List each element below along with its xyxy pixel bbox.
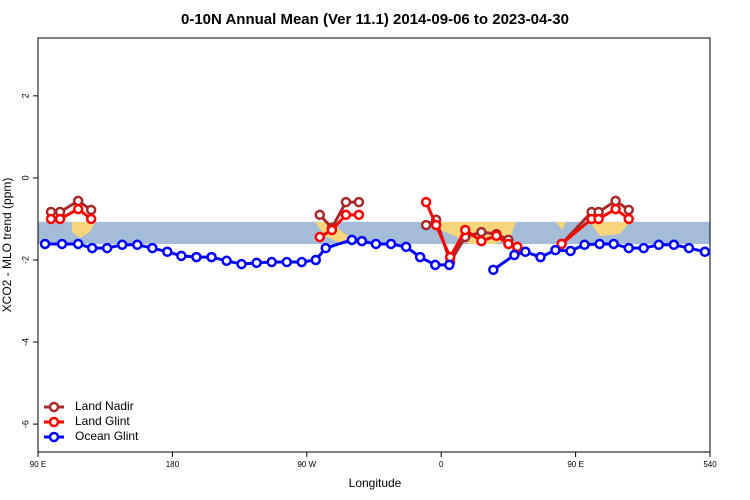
- data-point: [296, 256, 307, 268]
- data-point: [420, 196, 432, 208]
- legend-label: Land Glint: [75, 414, 130, 428]
- data-point: [353, 196, 365, 208]
- data-point: [638, 242, 649, 254]
- data-point: [608, 238, 619, 250]
- data-point: [420, 219, 432, 231]
- data-point: [176, 250, 187, 262]
- data-point: [509, 249, 520, 261]
- data-point: [116, 239, 128, 251]
- data-point: [326, 224, 338, 236]
- data-point: [39, 238, 51, 250]
- y-tick-label: 0: [20, 175, 30, 180]
- plot-frame: [37, 37, 711, 453]
- data-point: [556, 238, 567, 250]
- data-point: [340, 209, 352, 221]
- band: [38, 221, 710, 244]
- data-point: [668, 239, 680, 251]
- y-axis-label: XCO2 - MLO trend (ppm): [0, 178, 14, 313]
- data-point: [236, 258, 247, 270]
- data-point: [162, 246, 173, 258]
- data-point: [400, 241, 412, 253]
- data-point: [346, 234, 358, 246]
- data-point: [310, 254, 322, 266]
- data-point: [429, 259, 441, 271]
- data-point: [56, 238, 68, 250]
- data-point: [85, 213, 97, 225]
- x-tick-label: 540: [703, 460, 717, 469]
- data-point: [221, 255, 232, 267]
- land-shape: [590, 222, 630, 236]
- data-point: [653, 239, 665, 251]
- data-point: [85, 204, 97, 216]
- data-point: [488, 264, 499, 276]
- land-shape: [556, 222, 566, 230]
- data-point: [610, 195, 621, 207]
- x-tick-label: 180: [166, 460, 180, 469]
- x-tick-label: 90 W: [297, 460, 316, 469]
- data-point: [86, 242, 98, 254]
- data-point: [414, 251, 426, 263]
- data-point: [610, 203, 621, 215]
- data-point: [320, 242, 332, 254]
- data-point: [565, 245, 576, 257]
- data-point: [593, 213, 604, 225]
- data-point: [594, 238, 605, 250]
- data-point: [430, 219, 442, 231]
- data-point: [314, 231, 326, 243]
- data-point: [623, 204, 635, 216]
- data-point: [503, 238, 514, 250]
- data-point: [476, 235, 487, 247]
- data-point: [206, 251, 217, 263]
- data-point: [512, 241, 523, 253]
- y-tick-label: -2: [20, 256, 30, 264]
- data-point: [281, 256, 293, 268]
- legend-marker: [48, 401, 60, 413]
- y-tick-label: 2: [20, 93, 30, 98]
- data-point: [459, 224, 471, 236]
- data-point: [623, 242, 635, 254]
- legend-marker: [48, 416, 60, 428]
- data-point: [520, 246, 531, 258]
- data-point: [353, 209, 365, 221]
- data-point: [251, 257, 262, 269]
- data-point: [683, 242, 695, 254]
- x-tick-label: 90 E: [567, 460, 583, 469]
- data-point: [266, 256, 277, 268]
- data-point: [132, 239, 143, 251]
- data-point: [191, 251, 202, 263]
- data-point: [623, 213, 635, 225]
- series-line: [50, 199, 630, 266]
- data-point: [385, 238, 397, 250]
- x-tick-label: 0: [439, 460, 444, 469]
- data-point: [101, 242, 113, 254]
- legend-label: Land Nadir: [75, 399, 134, 413]
- data-point: [370, 238, 382, 250]
- data-point: [54, 213, 66, 225]
- data-point: [476, 226, 487, 238]
- data-point: [535, 251, 546, 263]
- chart-title: 0-10N Annual Mean (Ver 11.1) 2014-09-06 …: [181, 11, 569, 28]
- data-point: [550, 244, 561, 256]
- x-axis-label: Longitude: [349, 476, 402, 490]
- legend-marker: [48, 431, 60, 443]
- legend-label: Ocean Glint: [75, 429, 139, 443]
- data-point: [356, 235, 368, 247]
- data-point: [314, 209, 326, 221]
- x-tick-label: 90 E: [30, 460, 46, 469]
- data-point: [340, 196, 352, 208]
- data-point: [147, 242, 158, 254]
- data-point: [699, 246, 711, 258]
- y-tick-label: -4: [20, 338, 30, 346]
- data-point: [579, 239, 590, 251]
- data-point: [72, 203, 84, 215]
- data-point: [72, 195, 84, 207]
- series-line: [50, 201, 630, 261]
- data-point: [72, 238, 84, 250]
- land-shape: [72, 222, 95, 238]
- data-point: [491, 230, 502, 242]
- y-tick-label: -6: [20, 420, 30, 428]
- data-point: [444, 259, 455, 271]
- data-point: [45, 213, 57, 225]
